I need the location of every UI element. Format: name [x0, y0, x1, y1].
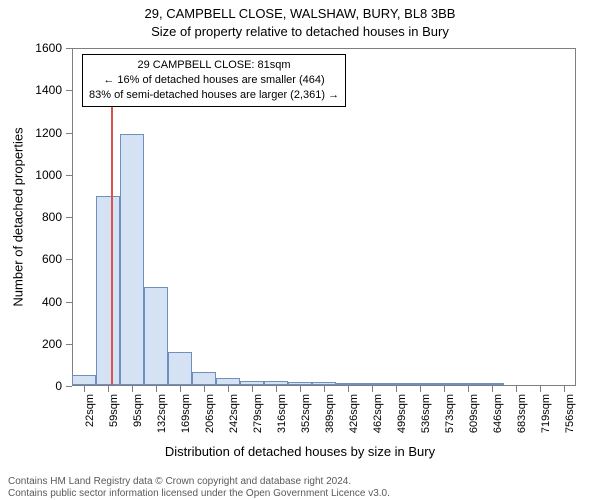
x-tick-label: 132sqm: [156, 394, 168, 433]
x-tick: [180, 386, 181, 392]
x-tick: [540, 386, 541, 392]
y-tick-label: 1000: [35, 168, 62, 182]
histogram-bar: [360, 383, 384, 385]
y-tick: [66, 344, 72, 345]
x-tick: [468, 386, 469, 392]
x-tick-label: 462sqm: [372, 394, 384, 433]
histogram-bar: [264, 381, 288, 385]
chart-container: 29, CAMPBELL CLOSE, WALSHAW, BURY, BL8 3…: [0, 0, 600, 500]
histogram-bar: [144, 287, 168, 385]
y-tick-label: 600: [42, 252, 62, 266]
plot-area: 02004006008001000120014001600 22sqm59sqm…: [72, 48, 576, 386]
y-tick-label: 1400: [35, 83, 62, 97]
y-tick: [66, 175, 72, 176]
histogram-bar: [192, 372, 216, 385]
x-tick: [348, 386, 349, 392]
x-tick-label: 206sqm: [204, 394, 216, 433]
x-tick-label: 719sqm: [540, 394, 552, 433]
y-tick-label: 1600: [35, 41, 62, 55]
annotation-box: 29 CAMPBELL CLOSE: 81sqm ← 16% of detach…: [82, 54, 346, 107]
x-tick: [420, 386, 421, 392]
x-tick-label: 536sqm: [420, 394, 432, 433]
y-tick: [66, 133, 72, 134]
x-tick: [108, 386, 109, 392]
y-tick: [66, 90, 72, 91]
histogram-bar: [168, 352, 192, 385]
x-tick: [444, 386, 445, 392]
histogram-bar: [72, 375, 96, 386]
x-axis-title: Distribution of detached houses by size …: [0, 444, 600, 459]
chart-title: Size of property relative to detached ho…: [0, 24, 600, 39]
x-tick-label: 426sqm: [348, 394, 360, 433]
footer-attribution: Contains HM Land Registry data © Crown c…: [8, 476, 390, 500]
histogram-bar: [408, 383, 432, 385]
y-axis-title: Number of detached properties: [11, 127, 26, 306]
x-tick-label: 59sqm: [108, 394, 120, 427]
y-tick: [66, 302, 72, 303]
x-tick-label: 499sqm: [396, 394, 408, 433]
x-tick: [252, 386, 253, 392]
x-tick: [300, 386, 301, 392]
annotation-line-2: ← 16% of detached houses are smaller (46…: [89, 73, 339, 88]
histogram-bar: [384, 383, 408, 385]
y-tick: [66, 48, 72, 49]
x-tick-label: 756sqm: [564, 394, 576, 433]
x-tick-label: 683sqm: [516, 394, 528, 433]
histogram-bar: [480, 383, 504, 385]
x-tick-label: 316sqm: [276, 394, 288, 433]
x-tick: [156, 386, 157, 392]
x-tick-label: 95sqm: [132, 394, 144, 427]
footer-line-2: Contains public sector information licen…: [8, 488, 390, 500]
x-tick: [492, 386, 493, 392]
y-tick: [66, 217, 72, 218]
x-tick: [276, 386, 277, 392]
histogram-bar: [456, 383, 480, 385]
x-tick-label: 22sqm: [84, 394, 96, 427]
histogram-bar: [120, 134, 144, 385]
x-tick: [396, 386, 397, 392]
footer-line-1: Contains HM Land Registry data © Crown c…: [8, 476, 390, 488]
histogram-bar: [336, 383, 360, 385]
y-tick-label: 800: [42, 210, 62, 224]
x-tick-label: 242sqm: [228, 394, 240, 433]
y-tick: [66, 386, 72, 387]
x-tick-label: 609sqm: [468, 394, 480, 433]
x-tick: [132, 386, 133, 392]
x-tick-label: 352sqm: [300, 394, 312, 433]
x-tick: [372, 386, 373, 392]
y-tick-label: 1200: [35, 126, 62, 140]
histogram-bar: [312, 382, 336, 385]
histogram-bar: [288, 382, 312, 385]
x-tick: [204, 386, 205, 392]
x-tick-label: 169sqm: [180, 394, 192, 433]
y-tick: [66, 259, 72, 260]
histogram-bar: [240, 381, 264, 385]
y-tick-label: 400: [42, 295, 62, 309]
x-tick: [84, 386, 85, 392]
histogram-bar: [432, 383, 456, 385]
x-tick-label: 389sqm: [324, 394, 336, 433]
x-tick-label: 279sqm: [252, 394, 264, 433]
annotation-line-3: 83% of semi-detached houses are larger (…: [89, 88, 339, 103]
x-tick: [324, 386, 325, 392]
x-tick: [228, 386, 229, 392]
x-tick-label: 646sqm: [492, 394, 504, 433]
y-tick-label: 0: [55, 379, 62, 393]
x-tick-label: 573sqm: [444, 394, 456, 433]
y-tick-label: 200: [42, 337, 62, 351]
histogram-bar: [96, 196, 120, 385]
chart-supertitle: 29, CAMPBELL CLOSE, WALSHAW, BURY, BL8 3…: [0, 6, 600, 21]
property-marker-line: [111, 106, 113, 385]
x-tick: [516, 386, 517, 392]
histogram-bar: [216, 378, 240, 385]
x-tick: [564, 386, 565, 392]
annotation-line-1: 29 CAMPBELL CLOSE: 81sqm: [89, 58, 339, 73]
